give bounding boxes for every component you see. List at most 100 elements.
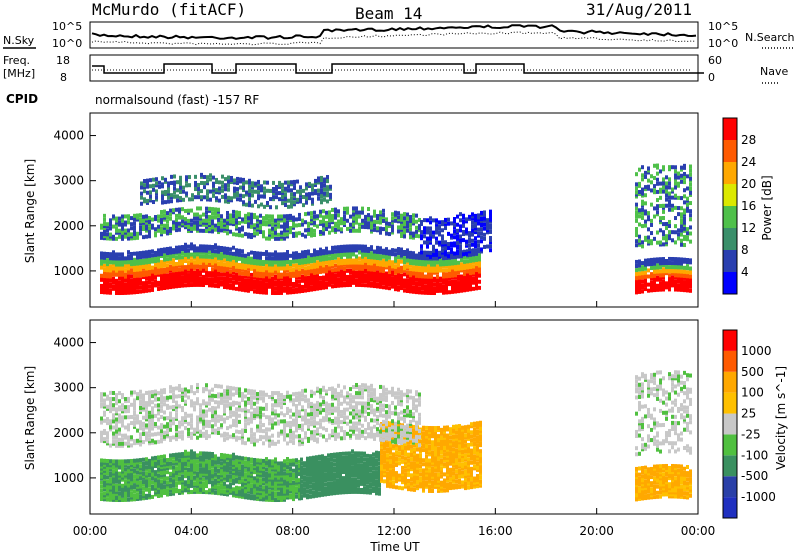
echo-cell [352, 212, 355, 217]
echo-cell [166, 253, 169, 258]
echo-cell [683, 234, 686, 239]
echo-cell [409, 252, 412, 257]
echo-cell [290, 182, 293, 187]
echo-cell [406, 282, 409, 287]
echo-cell [486, 230, 489, 235]
echo-cell [214, 456, 217, 461]
echo-cell [412, 289, 415, 294]
echo-cell [256, 253, 259, 258]
echo-cell [181, 452, 184, 457]
echo-cell [136, 476, 139, 481]
echo-cell [142, 486, 145, 491]
echo-cell [136, 215, 139, 220]
echo-cell [142, 475, 145, 480]
echo-cell [106, 467, 109, 472]
echo-cell [115, 254, 118, 259]
echo-cell [208, 453, 211, 458]
echo-cell [194, 182, 197, 187]
echo-cell [284, 194, 287, 199]
echo-cell [109, 477, 112, 482]
echo-cell [307, 211, 310, 216]
echo-cell [281, 201, 284, 206]
echo-cell [265, 262, 268, 267]
echo-cell [361, 254, 364, 259]
echo-cell [358, 280, 361, 285]
echo-cell [211, 225, 214, 230]
echo-cell [124, 467, 127, 472]
echo-cell [151, 462, 154, 467]
echo-cell [118, 282, 121, 287]
echo-cell [647, 184, 650, 189]
echo-cell [163, 225, 166, 230]
echo-cell [190, 226, 193, 231]
echo-cell [145, 224, 148, 229]
echo-cell [151, 273, 154, 278]
echo-cell [367, 263, 370, 268]
echo-cell [149, 184, 152, 189]
echo-cell [250, 220, 253, 225]
echo-cell [689, 239, 692, 244]
echo-cell [325, 220, 328, 225]
echo-cell [187, 229, 190, 234]
echo-cell [130, 477, 133, 482]
echo-cell [635, 214, 638, 219]
echo-cell [406, 228, 409, 233]
echo-cell [262, 497, 265, 502]
echo-cell [316, 214, 319, 219]
echo-cell [346, 244, 349, 249]
echo-cell [283, 266, 286, 271]
echo-cell [199, 276, 202, 281]
echo-cell [217, 479, 220, 484]
echo-cell [683, 210, 686, 215]
echo-cell [295, 259, 298, 264]
echo-cell [140, 185, 143, 190]
echo-cell [127, 491, 130, 496]
echo-cell [403, 218, 406, 223]
echo-cell [148, 259, 151, 264]
echo-cell [262, 230, 265, 235]
echo-cell [474, 215, 477, 220]
echo-cell [253, 466, 256, 471]
echo-cell [355, 228, 358, 233]
echo-cell [112, 256, 115, 261]
echo-cell [277, 268, 280, 273]
echo-cell [420, 230, 423, 235]
echo-cell [331, 272, 334, 277]
echo-cell [680, 287, 683, 292]
echo-cell [385, 247, 388, 252]
echo-cell [262, 489, 265, 494]
echo-cell [208, 214, 211, 219]
echo-cell [415, 259, 418, 264]
echo-cell [456, 228, 459, 233]
echo-cell [307, 288, 310, 293]
echo-cell [229, 458, 232, 463]
echo-cell [385, 281, 388, 286]
echo-cell [178, 452, 181, 457]
echo-cell [175, 245, 178, 250]
echo-cell [426, 238, 429, 243]
echo-cell [268, 232, 271, 237]
echo-cell [423, 218, 426, 223]
echo-cell [427, 282, 430, 287]
echo-cell [121, 483, 124, 488]
echo-cell [317, 180, 320, 185]
echo-cell [644, 209, 647, 214]
echo-cell [161, 194, 164, 199]
echo-cell [463, 284, 466, 289]
echo-cell [214, 486, 217, 491]
echo-cell [361, 283, 364, 288]
echo-cell [217, 470, 220, 475]
echo-cell [483, 218, 486, 223]
echo-cell [244, 491, 247, 496]
echo-cell [474, 213, 477, 218]
echo-cell [290, 200, 293, 205]
echo-cell [211, 460, 214, 465]
echo-cell [412, 271, 415, 276]
echo-cell [307, 259, 310, 264]
echo-cell [178, 488, 181, 493]
echo-cell [373, 257, 376, 262]
echo-cell [256, 490, 259, 495]
echo-cell [127, 473, 130, 478]
echo-cell [115, 485, 118, 490]
echo-cell [349, 278, 352, 283]
